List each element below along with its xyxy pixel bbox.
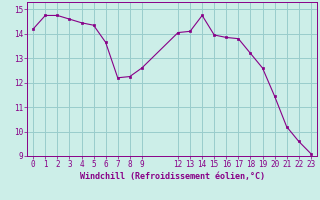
- X-axis label: Windchill (Refroidissement éolien,°C): Windchill (Refroidissement éolien,°C): [79, 172, 265, 181]
